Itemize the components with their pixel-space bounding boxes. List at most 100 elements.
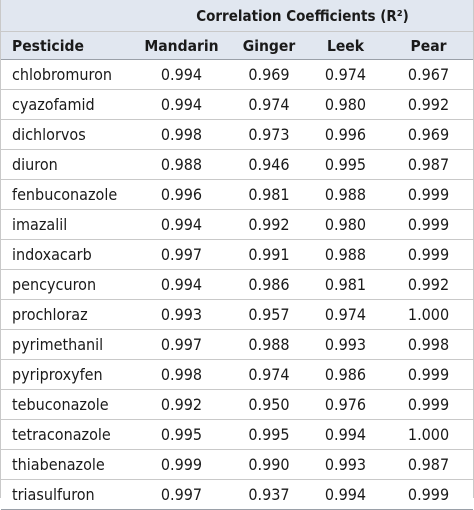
table-row: triasulfuron 0.997 0.937 0.994 0.999: [1, 479, 474, 510]
leek-value-cell: 0.994: [307, 479, 384, 510]
leek-value-cell: 0.993: [307, 329, 384, 360]
ginger-value-cell: 0.950: [231, 389, 307, 420]
ginger-value-cell: 0.992: [231, 209, 307, 240]
pesticide-name-cell: indoxacarb: [1, 239, 132, 270]
mandarin-value-cell: 0.995: [132, 419, 231, 450]
table-row: diuron 0.988 0.946 0.995 0.987: [1, 149, 474, 180]
table-row: dichlorvos 0.998 0.973 0.996 0.969: [1, 119, 474, 150]
pear-value-cell: 1.000: [384, 419, 474, 450]
leek-value-cell: 0.996: [307, 119, 384, 150]
table-row: pencycuron 0.994 0.986 0.981 0.992: [1, 269, 474, 300]
mandarin-value-cell: 0.994: [132, 59, 231, 90]
pear-value-cell: 0.987: [384, 149, 474, 180]
pear-value-cell: 0.967: [384, 59, 474, 90]
leek-value-cell: 0.994: [307, 419, 384, 450]
pear-value-cell: 1.000: [384, 299, 474, 330]
table-row: cyazofamid 0.994 0.974 0.980 0.992: [1, 89, 474, 120]
pesticide-name-cell: cyazofamid: [1, 89, 132, 120]
table-row: indoxacarb 0.997 0.991 0.988 0.999: [1, 239, 474, 270]
pesticide-name-cell: triasulfuron: [1, 479, 132, 510]
leek-value-cell: 0.974: [307, 299, 384, 330]
mandarin-value-cell: 0.993: [132, 299, 231, 330]
mandarin-value-cell: 0.997: [132, 329, 231, 360]
ginger-value-cell: 0.957: [231, 299, 307, 330]
column-header-pesticide: Pesticide: [1, 31, 132, 60]
ginger-value-cell: 0.990: [231, 449, 307, 480]
ginger-value-cell: 0.974: [231, 89, 307, 120]
pesticide-name-cell: dichlorvos: [1, 119, 132, 150]
pesticide-name-cell: pencycuron: [1, 269, 132, 300]
leek-value-cell: 0.976: [307, 389, 384, 420]
mandarin-value-cell: 0.996: [132, 179, 231, 210]
pear-value-cell: 0.992: [384, 269, 474, 300]
pesticide-name-cell: imazalil: [1, 209, 132, 240]
mandarin-value-cell: 0.992: [132, 389, 231, 420]
pear-value-cell: 0.992: [384, 89, 474, 120]
pear-value-cell: 0.999: [384, 389, 474, 420]
pesticide-name-cell: tebuconazole: [1, 389, 132, 420]
mandarin-value-cell: 0.988: [132, 149, 231, 180]
pear-value-cell: 0.999: [384, 239, 474, 270]
leek-value-cell: 0.993: [307, 449, 384, 480]
table-row: imazalil 0.994 0.992 0.980 0.999: [1, 209, 474, 240]
ginger-value-cell: 0.937: [231, 479, 307, 510]
group-header-spacer: [1, 0, 132, 32]
column-header-ginger: Ginger: [231, 31, 307, 60]
pesticide-name-cell: diuron: [1, 149, 132, 180]
leek-value-cell: 0.974: [307, 59, 384, 90]
leek-value-cell: 0.981: [307, 269, 384, 300]
mandarin-value-cell: 0.997: [132, 239, 231, 270]
leek-value-cell: 0.995: [307, 149, 384, 180]
ginger-value-cell: 0.988: [231, 329, 307, 360]
table-row: chlobromuron 0.994 0.969 0.974 0.967: [1, 59, 474, 90]
pesticide-name-cell: fenbuconazole: [1, 179, 132, 210]
table-row: thiabenazole 0.999 0.990 0.993 0.987: [1, 449, 474, 480]
mandarin-value-cell: 0.998: [132, 359, 231, 390]
pesticide-name-cell: pyrimethanil: [1, 329, 132, 360]
pear-value-cell: 0.999: [384, 209, 474, 240]
pear-value-cell: 0.999: [384, 359, 474, 390]
leek-value-cell: 0.980: [307, 89, 384, 120]
pear-value-cell: 0.999: [384, 179, 474, 210]
group-header-row: Correlation Coefficients (R²): [1, 0, 474, 32]
pear-value-cell: 0.998: [384, 329, 474, 360]
table-row: pyrimethanil 0.997 0.988 0.993 0.998: [1, 329, 474, 360]
group-header-title: Correlation Coefficients (R²): [132, 0, 474, 32]
mandarin-value-cell: 0.994: [132, 89, 231, 120]
ginger-value-cell: 0.981: [231, 179, 307, 210]
table-row: prochloraz 0.993 0.957 0.974 1.000: [1, 299, 474, 330]
ginger-value-cell: 0.995: [231, 419, 307, 450]
pesticide-name-cell: thiabenazole: [1, 449, 132, 480]
leek-value-cell: 0.988: [307, 239, 384, 270]
ginger-value-cell: 0.969: [231, 59, 307, 90]
pesticide-name-cell: prochloraz: [1, 299, 132, 330]
pear-value-cell: 0.987: [384, 449, 474, 480]
column-header-leek: Leek: [307, 31, 384, 60]
mandarin-value-cell: 0.994: [132, 269, 231, 300]
column-header-row: Pesticide Mandarin Ginger Leek Pear: [1, 31, 474, 60]
pear-value-cell: 0.999: [384, 479, 474, 510]
column-header-mandarin: Mandarin: [132, 31, 231, 60]
ginger-value-cell: 0.974: [231, 359, 307, 390]
leek-value-cell: 0.986: [307, 359, 384, 390]
column-header-pear: Pear: [384, 31, 474, 60]
pesticide-name-cell: pyriproxyfen: [1, 359, 132, 390]
ginger-value-cell: 0.991: [231, 239, 307, 270]
ginger-value-cell: 0.946: [231, 149, 307, 180]
mandarin-value-cell: 0.998: [132, 119, 231, 150]
ginger-value-cell: 0.973: [231, 119, 307, 150]
pesticide-name-cell: tetraconazole: [1, 419, 132, 450]
table-row: tebuconazole 0.992 0.950 0.976 0.999: [1, 389, 474, 420]
mandarin-value-cell: 0.994: [132, 209, 231, 240]
table-row: fenbuconazole 0.996 0.981 0.988 0.999: [1, 179, 474, 210]
mandarin-value-cell: 0.997: [132, 479, 231, 510]
leek-value-cell: 0.980: [307, 209, 384, 240]
leek-value-cell: 0.988: [307, 179, 384, 210]
ginger-value-cell: 0.986: [231, 269, 307, 300]
table-row: tetraconazole 0.995 0.995 0.994 1.000: [1, 419, 474, 450]
pear-value-cell: 0.969: [384, 119, 474, 150]
table-row: pyriproxyfen 0.998 0.974 0.986 0.999: [1, 359, 474, 390]
mandarin-value-cell: 0.999: [132, 449, 231, 480]
